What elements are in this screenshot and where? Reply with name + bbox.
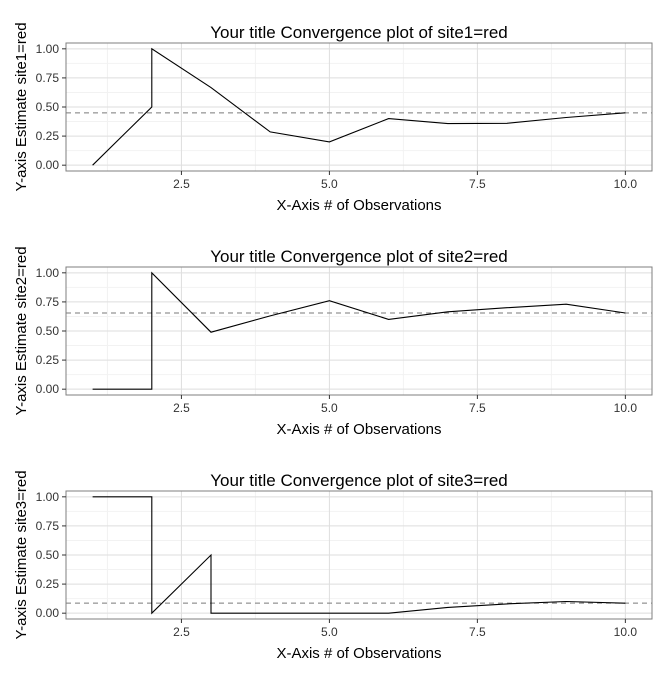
x-tick-label: 10.0 [614, 177, 638, 191]
x-tick-label: 7.5 [469, 177, 486, 191]
plot-panel-site2: Your title Convergence plot of site2=red… [13, 246, 653, 438]
x-tick-label: 7.5 [469, 625, 486, 639]
x-tick-label: 5.0 [321, 177, 338, 191]
y-tick-label: 0.50 [36, 548, 60, 562]
grid [66, 491, 652, 619]
y-tick-label: 0.75 [36, 519, 60, 533]
x-tick-label: 5.0 [321, 401, 338, 415]
x-tick-label: 2.5 [173, 177, 190, 191]
y-tick-label: 0.75 [36, 295, 60, 309]
x-axis: 2.5 5.0 7.5 10.0 [173, 171, 637, 191]
y-tick-label: 0.00 [36, 382, 60, 396]
y-tick-label: 1.00 [36, 42, 60, 56]
plot-panel-site3: Your title Convergence plot of site3=red… [13, 470, 653, 662]
x-tick-label: 7.5 [469, 401, 486, 415]
y-tick-label: 0.25 [36, 353, 60, 367]
y-tick-label: 0.75 [36, 71, 60, 85]
x-tick-label: 5.0 [321, 625, 338, 639]
series-line [92, 271, 626, 390]
y-axis-title: Y-axis Estimate site1=red [13, 22, 30, 191]
y-tick-label: 1.00 [36, 266, 60, 280]
y-tick-label: 0.50 [36, 324, 60, 338]
series-line [92, 47, 626, 166]
y-axis: 0.00 0.25 0.50 0.75 1.00 [36, 266, 66, 396]
x-axis: 2.5 5.0 7.5 10.0 [173, 395, 637, 415]
y-axis: 0.00 0.25 0.50 0.75 1.00 [36, 42, 66, 172]
y-axis-title: Y-axis Estimate site3=red [13, 470, 30, 639]
y-tick-label: 0.25 [36, 129, 60, 143]
grid [66, 267, 652, 395]
plot-title: Your title Convergence plot of site1=red [210, 23, 508, 42]
x-axis-title: X-Axis # of Observations [276, 421, 441, 438]
x-axis: 2.5 5.0 7.5 10.0 [173, 619, 637, 639]
grid [66, 43, 652, 171]
y-tick-label: 0.00 [36, 158, 60, 172]
y-tick-label: 0.25 [36, 577, 60, 591]
x-tick-label: 10.0 [614, 401, 638, 415]
x-axis-title: X-Axis # of Observations [276, 197, 441, 214]
x-tick-label: 2.5 [173, 401, 190, 415]
plot-title: Your title Convergence plot of site3=red [210, 471, 508, 490]
y-tick-label: 0.00 [36, 606, 60, 620]
y-tick-label: 0.50 [36, 100, 60, 114]
y-axis: 0.00 0.25 0.50 0.75 1.00 [36, 490, 66, 620]
plot-title: Your title Convergence plot of site2=red [210, 247, 508, 266]
y-axis-title: Y-axis Estimate site2=red [13, 246, 30, 415]
x-tick-label: 2.5 [173, 625, 190, 639]
y-tick-label: 1.00 [36, 490, 60, 504]
x-tick-label: 10.0 [614, 625, 638, 639]
x-axis-title: X-Axis # of Observations [276, 645, 441, 662]
plot-panel-site1: Your title Convergence plot of site1=red… [13, 22, 653, 214]
series-line [92, 496, 626, 615]
